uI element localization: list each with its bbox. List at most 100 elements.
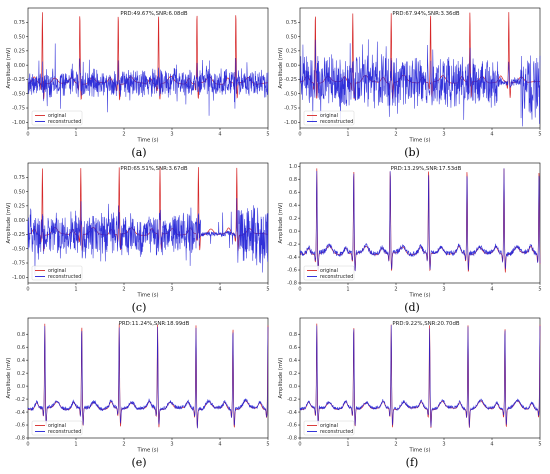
metrics-annotation: PRD:67.94%,SNR:3.36dB [392,11,460,17]
y-tick-label: 0.50 [14,189,25,195]
x-tick-label: 3 [442,132,445,138]
y-tick-label: 0.25 [286,49,297,55]
x-tick-label: 3 [170,287,173,293]
legend-reconstructed-label: reconstructed [48,119,81,125]
x-axis-label: Time (s) [408,293,430,299]
y-tick-label: 0.4 [17,358,25,364]
chart-panel-6: 0 1 2 3 4 5 -0.8 -0.6 -0.4 -0.2 0.0 0.2 0.4 0.6 0.8 Tim… [278,317,542,469]
y-axis-label: Amplitude (mV) [278,358,284,399]
legend-original-label: original [320,113,338,119]
y-tick-label: -0.50 [12,91,25,97]
y-tick-label: 0.00 [286,63,297,69]
x-tick-label: 5 [266,132,269,138]
x-tick-label: 4 [218,287,221,293]
x-tick-label: 2 [122,132,125,138]
x-tick-label: 1 [74,287,77,293]
y-tick-label: -0.50 [284,91,297,97]
chart-panel-1: 0 1 2 3 4 5 -1.00 -0.75 -0.50 -0.25 0.00 0.25 0.50 0.… [6,7,270,159]
y-tick-label: -0.4 [287,410,297,416]
y-tick-label: 0.2 [17,371,25,377]
x-tick-label: 0 [26,442,29,448]
y-tick-label: 0.75 [14,175,25,181]
chart-panel-5: 0 1 2 3 4 5 -0.8 -0.6 -0.4 -0.2 0.0 0.2 0.4 0.6 0.8 Tim… [6,317,270,469]
x-tick-label: 0 [298,287,301,293]
legend-original-label: original [320,268,338,274]
chart-panel-2: 0 1 2 3 4 5 -1.00 -0.75 -0.50 -0.25 0.00 0.25 0.50 0.… [278,7,542,159]
legend-original-label: original [48,423,66,429]
legend-reconstructed-label: reconstructed [48,274,81,280]
y-tick-label: 0.25 [14,204,25,210]
x-tick-label: 1 [346,287,349,293]
x-axis-label: Time (s) [408,448,430,454]
reconstructed-series-line [299,168,541,272]
x-tick-label: 2 [394,287,397,293]
y-tick-label: 0.4 [289,203,297,209]
x-tick-label: 2 [394,442,397,448]
legend-original-label: original [48,268,66,274]
y-tick-label: -0.50 [12,246,25,252]
panel-label: (e) [131,456,146,469]
y-tick-label: 0.6 [289,345,297,351]
y-tick-label: -1.00 [12,275,25,281]
x-tick-label: 2 [122,442,125,448]
x-tick-label: 5 [538,132,541,138]
y-tick-label: 0.0 [289,384,297,390]
panel-label: (c) [132,301,147,314]
y-tick-label: 0.50 [14,34,25,40]
metrics-annotation: PRD:65.51%,SNR:3.67dB [120,166,188,172]
y-tick-label: 0.75 [286,20,297,26]
reconstructed-series-line [27,325,269,429]
plot-area [299,317,541,439]
x-axis-label: Time (s) [408,138,430,144]
metrics-annotation: PRD:49.67%,SNR:6.08dB [120,11,188,17]
y-tick-label: -0.25 [12,77,25,83]
y-tick-label: 0.6 [289,190,297,196]
legend-reconstructed-label: reconstructed [320,274,353,280]
x-tick-label: 4 [490,287,493,293]
x-tick-label: 0 [26,132,29,138]
y-tick-label: -0.75 [284,106,297,112]
y-tick-label: -0.25 [12,232,25,238]
legend-original-label: original [320,423,338,429]
x-tick-label: 2 [394,132,397,138]
x-axis-label: Time (s) [136,138,158,144]
x-tick-label: 1 [346,132,349,138]
reconstructed-series-line [299,39,541,127]
y-tick-label: 1.0 [289,164,297,170]
x-tick-label: 3 [170,132,173,138]
x-tick-label: 5 [538,442,541,448]
x-tick-label: 3 [442,442,445,448]
chart-panel-4: 0 1 2 3 4 5 -0.8 -0.6 -0.4 -0.2 0.0 0.2 0.4 0.6 0.8 1.0… [278,162,542,314]
y-axis-label: Amplitude (mV) [278,203,284,244]
x-tick-label: 5 [266,287,269,293]
panel-label: (b) [404,146,420,159]
x-tick-label: 5 [266,442,269,448]
y-tick-label: -0.8 [287,436,297,442]
y-tick-label: -0.2 [15,397,25,403]
y-tick-label: 0.2 [289,216,297,222]
y-tick-label: -0.4 [15,410,25,416]
metrics-annotation: PRD:11.24%,SNR:18.99dB [119,321,190,327]
x-tick-label: 1 [74,132,77,138]
x-tick-label: 3 [170,442,173,448]
x-tick-label: 1 [74,442,77,448]
x-tick-label: 4 [218,442,221,448]
y-tick-label: -0.8 [15,436,25,442]
y-axis-label: Amplitude (mV) [6,203,12,244]
y-tick-label: 0.25 [14,49,25,55]
x-tick-label: 1 [346,442,349,448]
y-tick-label: -1.00 [284,120,297,126]
y-axis-label: Amplitude (mV) [6,358,12,399]
metrics-annotation: PRD:9.22%,SNR:20.70dB [392,321,460,327]
x-axis-label: Time (s) [136,448,158,454]
y-tick-label: -1.00 [12,120,25,126]
y-tick-label: -0.6 [15,423,25,429]
y-tick-label: 0.00 [14,63,25,69]
legend-reconstructed-label: reconstructed [320,429,353,435]
